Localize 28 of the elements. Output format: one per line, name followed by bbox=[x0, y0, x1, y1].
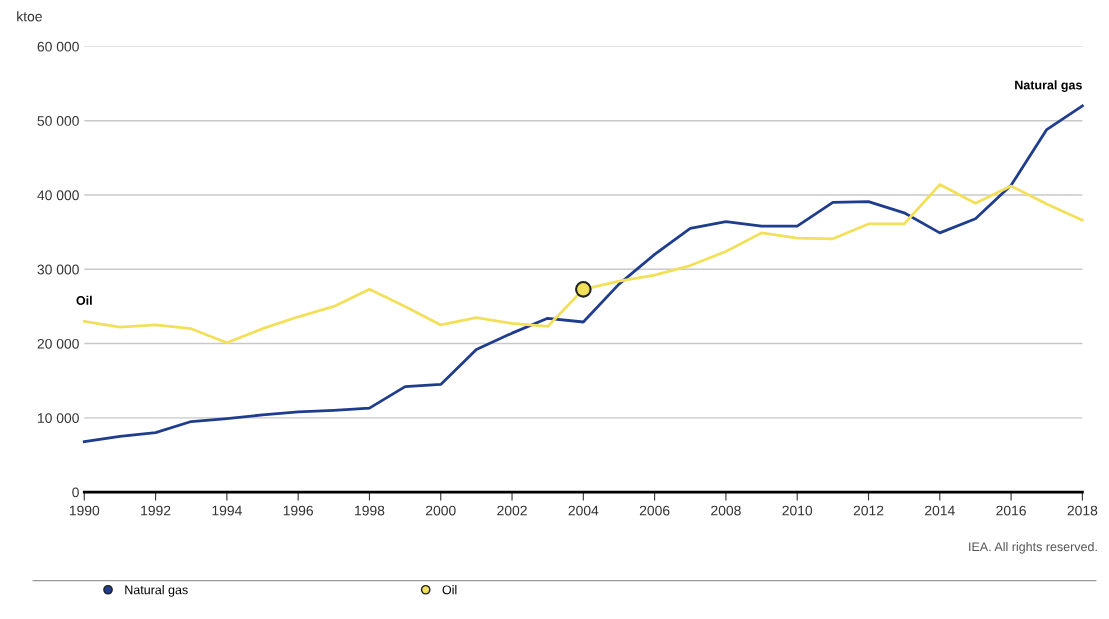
x-tick-label: 2002 bbox=[497, 505, 527, 516]
x-tick-label: 1992 bbox=[141, 505, 171, 516]
x-tick-label: 2018 bbox=[1067, 505, 1098, 516]
x-tick-label: 1994 bbox=[212, 505, 242, 516]
x-tick-label: 2010 bbox=[782, 505, 813, 516]
y-tick-label: 40 000 bbox=[37, 190, 79, 201]
y-tick-label: 0 bbox=[72, 487, 79, 498]
x-tick-label: 1998 bbox=[355, 505, 385, 516]
y-tick-label: 30 000 bbox=[37, 264, 79, 275]
x-tick-label: 2012 bbox=[853, 505, 884, 516]
x-tick-label: 2006 bbox=[639, 505, 670, 516]
x-tick-label: 2014 bbox=[925, 505, 955, 516]
text: IEA. All rights reserved. bbox=[969, 541, 1097, 554]
x-tick-label: 1990 bbox=[69, 505, 100, 516]
x-tick-label: 2004 bbox=[568, 505, 599, 516]
y-tick-label: 10 000 bbox=[38, 413, 79, 423]
annotation: Oil bbox=[76, 295, 92, 305]
x-tick-label: 2008 bbox=[711, 505, 741, 516]
y-tick-label: 60 000 bbox=[37, 41, 79, 52]
annotation: Natural gas bbox=[1015, 80, 1082, 92]
y-axis-title: ktoe bbox=[17, 11, 42, 22]
x-tick-label: 1996 bbox=[283, 505, 313, 516]
legend-label: Natural gas bbox=[125, 585, 188, 597]
x-tick-label: 2016 bbox=[996, 505, 1026, 516]
y-tick-label: 20 000 bbox=[37, 338, 79, 349]
x-tick-label: 2000 bbox=[426, 505, 456, 516]
y-tick-label: 50 000 bbox=[37, 116, 79, 126]
legend-label: Oil bbox=[442, 585, 457, 595]
